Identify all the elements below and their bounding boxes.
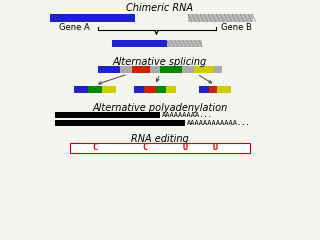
Bar	[150, 66, 160, 73]
Bar	[102, 86, 116, 93]
Text: Alternative splicing: Alternative splicing	[113, 57, 207, 67]
Text: AAAAAAAAA...: AAAAAAAAA...	[162, 112, 213, 118]
Bar	[199, 86, 209, 93]
Text: C: C	[142, 144, 148, 152]
Bar	[166, 40, 202, 47]
Bar	[188, 14, 253, 22]
Bar	[182, 66, 194, 73]
Bar	[156, 86, 166, 93]
Bar	[70, 143, 250, 153]
Text: Alternative polyadenylation: Alternative polyadenylation	[92, 103, 228, 113]
Text: Gene B: Gene B	[221, 23, 252, 32]
Bar	[160, 66, 182, 73]
Bar	[209, 86, 217, 93]
Bar	[214, 66, 222, 73]
Bar	[217, 86, 231, 93]
Bar	[98, 66, 120, 73]
Bar	[55, 112, 160, 118]
Text: RNA editing: RNA editing	[131, 134, 189, 144]
Text: Gene A: Gene A	[59, 23, 90, 32]
Bar	[132, 66, 150, 73]
Bar	[120, 66, 132, 73]
Text: U: U	[212, 144, 218, 152]
Text: Chimeric RNA: Chimeric RNA	[126, 3, 194, 13]
Bar	[111, 40, 166, 47]
Bar	[144, 86, 156, 93]
Bar	[74, 86, 88, 93]
Text: AAAAAAAAAAAA...: AAAAAAAAAAAA...	[187, 120, 251, 126]
Bar	[50, 14, 135, 22]
Bar	[194, 66, 214, 73]
Bar	[166, 86, 176, 93]
Text: U: U	[182, 144, 188, 152]
Bar	[55, 120, 185, 126]
Bar	[88, 86, 102, 93]
Bar	[134, 86, 144, 93]
Text: C: C	[92, 144, 98, 152]
